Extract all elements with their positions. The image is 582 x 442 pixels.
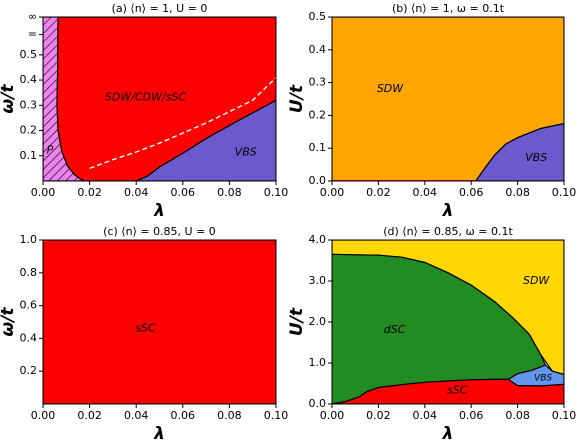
panel-c-y-tick-label: 0.4	[20, 331, 38, 344]
panel-a-y-tick-label-special: =	[28, 28, 37, 41]
panel-b-x-tick-label: 0.04	[413, 186, 438, 199]
panel-c-x-tick-label: 0.06	[171, 409, 196, 422]
panel-c-x-tick-label: 0.02	[77, 409, 102, 422]
panel-a-title: (a) ⟨n⟩ = 1, U = 0	[112, 2, 208, 15]
panel-a-y-tick-label: 0.4	[20, 73, 38, 86]
panel-d-region-label-vbs: VBS	[534, 373, 552, 383]
panel-d-region-label-ssc: sSC	[447, 383, 468, 396]
panel-b-y-tick-label: 0.1	[309, 141, 327, 154]
panel-a-y-tick-label: 0.2	[20, 124, 38, 137]
panel-a-region-label-vbs: VBS	[235, 146, 257, 159]
panel-a-y-tick-label-special: ∞	[28, 10, 37, 23]
panel-b-x-axis-label: λ	[442, 201, 454, 221]
panel-d-y-tick-label: 2.0	[309, 315, 327, 328]
panel-c-plot-area	[43, 240, 276, 404]
panel-d-y-axis-label: U/t	[287, 307, 307, 336]
panel-a-x-tick-label: 0.10	[264, 186, 289, 199]
panel-b-plot-area	[332, 17, 564, 181]
panel-d-title: (d) ⟨n⟩ = 0.85, ω = 0.1t	[383, 225, 513, 238]
panel-c-title: (c) ⟨n⟩ = 0.85, U = 0	[103, 225, 216, 238]
panel-c-y-tick-label: 0.6	[20, 299, 38, 312]
panel-a-region-label-p: P	[47, 144, 54, 157]
panel-d-x-tick-label: 0.02	[366, 409, 391, 422]
panel-b-title: (b) ⟨n⟩ = 1, ω = 0.1t	[392, 2, 505, 15]
panel-d-x-tick-label: 0.08	[505, 409, 530, 422]
panel-d-x-axis-label: λ	[442, 424, 454, 442]
panel-c-x-axis-label: λ	[153, 424, 165, 442]
panel-c-x-tick-label: 0.10	[264, 409, 289, 422]
panel-a-x-tick-label: 0.08	[217, 186, 242, 199]
panel-d-y-tick-label: 0.0	[309, 397, 327, 410]
panel-b-y-tick-label: 0.4	[309, 43, 327, 56]
panel-c-y-tick-label: 0.2	[20, 364, 38, 377]
panel-c-y-axis-label: ω/t	[0, 307, 18, 337]
panel-d-y-tick-label: 3.0	[309, 274, 327, 287]
panel-a-y-tick-label: 0.5	[20, 48, 38, 61]
panel-d-region-ssc	[332, 378, 564, 404]
panel-b-x-tick-label: 0.08	[505, 186, 530, 199]
panel-a-axes-frame	[42, 16, 277, 182]
panel-a-x-tick-label: 0.06	[171, 186, 196, 199]
panel-d-y-tick-label: 4.0	[309, 233, 327, 246]
panel-a-dashed-crossover-line	[89, 77, 276, 170]
panel-a-region-vbs	[135, 99, 276, 181]
panel-a-x-tick-label: 0.02	[77, 186, 102, 199]
panel-c-axes-frame	[42, 239, 277, 405]
panel-b: SDW VBS 0.00 0.02 0.04 0.06 0.08 0.10 0.0 0.1 0.2 0…	[287, 2, 576, 221]
panel-d-x-tick-label: 0.10	[552, 409, 577, 422]
panel-a-region-label-sdw-cdw-ssc: SDW/CDW/sSC	[105, 91, 186, 104]
panel-a-x-axis-label: λ	[153, 201, 165, 221]
panel-d-plot-area	[332, 240, 564, 404]
panel-b-axes-frame	[331, 16, 565, 182]
panel-b-x-tick-label: 0.10	[552, 186, 577, 199]
panel-b-x-tick-label: 0.02	[366, 186, 391, 199]
panel-c-y-tick-label: 0.8	[20, 266, 38, 279]
panel-a-y-tick-label: 0.3	[20, 98, 38, 111]
panel-a-x-tick-label: 0.04	[124, 186, 149, 199]
panel-c-x-tick-label: 0.08	[217, 409, 242, 422]
panel-a-y-tick-label: 0.1	[20, 149, 38, 162]
panel-c-region-ssc	[43, 240, 276, 404]
panel-b-region-label-sdw: SDW	[377, 82, 404, 95]
panel-b-x-tick-label: 0.06	[459, 186, 484, 199]
panel-c-x-tick-label: 0.00	[31, 409, 56, 422]
panel-b-y-tick-label: 0.2	[309, 108, 327, 121]
panel-b-y-tick-label: 0.3	[309, 76, 327, 89]
panel-a-y-axis-label: ω/t	[0, 84, 18, 114]
panel-d-region-label-dsc: dSC	[384, 323, 406, 336]
panel-a-x-tick-label: 0.00	[31, 186, 56, 199]
panel-b-y-tick-label: 0.5	[309, 10, 327, 23]
panel-d-x-tick-label: 0.06	[459, 409, 484, 422]
panel-c-x-tick-label: 0.04	[124, 409, 149, 422]
panel-b-region-label-vbs: VBS	[525, 151, 547, 164]
panel-d-x-tick-label: 0.04	[413, 409, 438, 422]
panel-a: P SDW/CDW/sSC VBS 0.00 0.02 0.04 0.06 0.08 0.10 0…	[0, 2, 288, 221]
panel-b-x-tick-label: 0.00	[320, 186, 345, 199]
panel-a-plot-area	[43, 17, 276, 181]
panel-d: SDW dSC VBS sSC 0.00 0.02 0.04 0.06 0.08 0.10 0.0 1…	[287, 225, 576, 442]
panel-c: sSC 0.00 0.02 0.04 0.06 0.08 0.10 0.2 0.4 0.6 0.8 1…	[0, 225, 288, 442]
panel-d-x-tick-label: 0.00	[320, 409, 345, 422]
panel-c-y-tick-label: 1.0	[20, 233, 38, 246]
panel-b-y-axis-label: U/t	[287, 84, 307, 113]
panel-c-region-label-ssc: sSC	[135, 322, 156, 335]
panel-b-region-vbs	[475, 122, 564, 181]
panel-d-y-tick-label: 1.0	[309, 356, 327, 369]
panel-b-y-tick-label: 0.0	[309, 174, 327, 187]
panel-d-region-label-sdw: SDW	[523, 274, 550, 287]
